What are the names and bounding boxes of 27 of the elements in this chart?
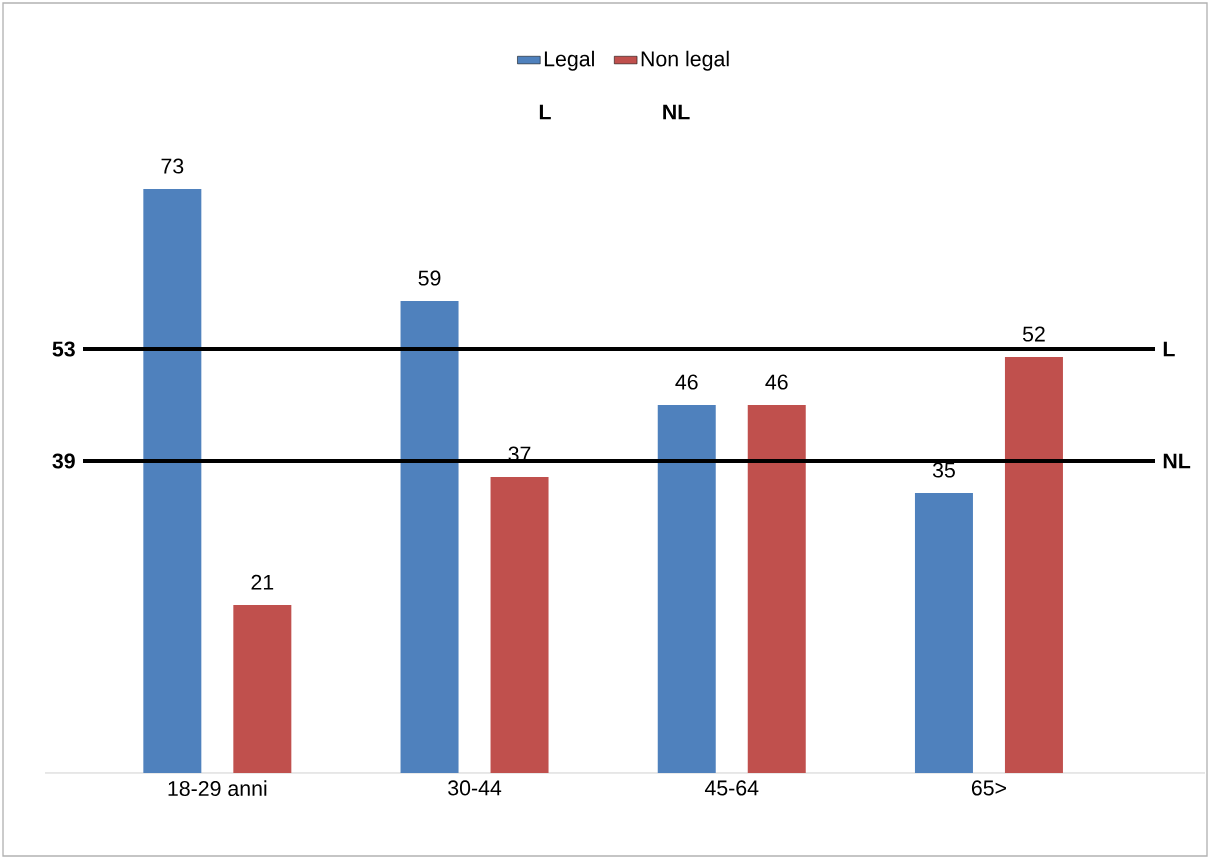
text: NL — [663, 104, 690, 120]
x-tick-label: 18-29 anni — [168, 780, 267, 797]
bar — [747, 404, 806, 773]
data-label: 46 — [675, 374, 698, 390]
x-tick-label: 30-44 — [448, 780, 502, 796]
legend-label: Non legal — [641, 50, 729, 71]
bar — [490, 476, 549, 773]
bar — [657, 404, 716, 773]
text: 53 — [52, 341, 75, 357]
bar — [233, 604, 292, 773]
bar — [400, 300, 459, 773]
ref-line-label: L — [1163, 341, 1175, 357]
data-label: 52 — [1022, 326, 1045, 342]
x-tick-label: 65> — [971, 780, 1006, 796]
bar — [1004, 356, 1063, 773]
data-label: 46 — [765, 374, 788, 390]
ref-line-label: NL — [1163, 453, 1191, 469]
text: L — [539, 104, 551, 120]
bar — [914, 492, 973, 773]
text: 39 — [52, 453, 75, 469]
legend-label: Legal — [544, 50, 594, 71]
data-label: 35 — [932, 462, 955, 478]
data-label: 73 — [161, 158, 184, 174]
data-label: 59 — [418, 270, 441, 286]
bar — [143, 189, 202, 773]
data-label: 21 — [251, 574, 274, 590]
x-tick-label: 45-64 — [704, 780, 759, 796]
